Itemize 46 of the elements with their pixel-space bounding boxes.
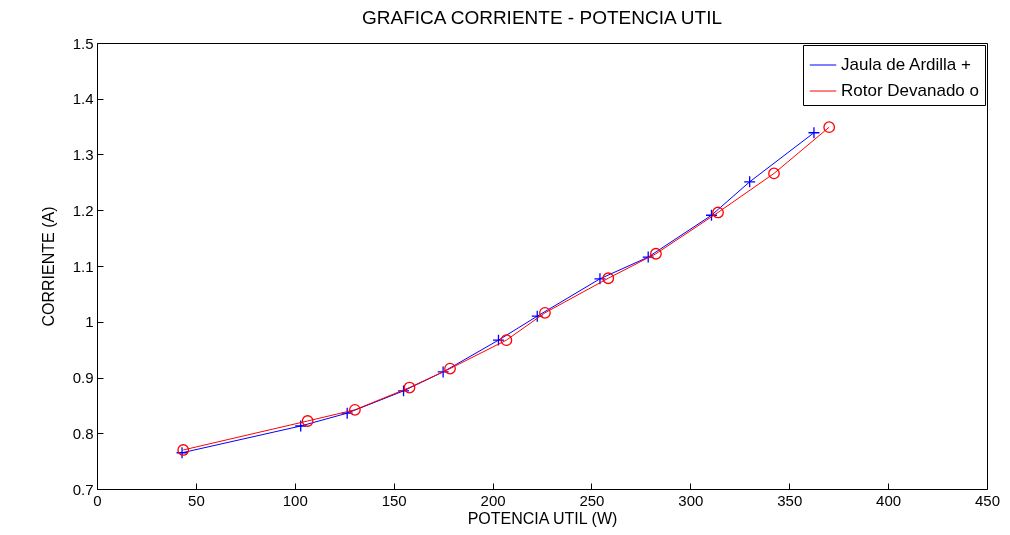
- point: [823, 121, 836, 134]
- y-tick-label: 1.2: [72, 201, 94, 219]
- x-tick-label: 0: [93, 491, 102, 509]
- y-tick-label: 0.8: [72, 424, 94, 442]
- point: [403, 381, 416, 394]
- point: [301, 415, 314, 427]
- legend-label: Rotor Devanado o: [841, 81, 979, 100]
- x-tick-label: 250: [579, 491, 605, 509]
- point: [436, 365, 450, 379]
- point: [492, 334, 505, 347]
- point: [807, 126, 821, 139]
- x-tick-label: 300: [678, 491, 704, 509]
- y-tick-label: 1.1: [72, 257, 94, 275]
- y-tick-label: 1: [85, 313, 94, 331]
- x-tick-label: 400: [876, 491, 902, 509]
- y-tick-label: 0.9: [72, 369, 94, 386]
- point: [602, 272, 615, 285]
- point: [444, 362, 456, 375]
- point: [712, 206, 724, 219]
- point: [294, 419, 307, 433]
- x-tick-label: 100: [282, 491, 308, 509]
- y-tick-label: 1.5: [72, 34, 94, 52]
- y-axis-title: CORRIENTE (A): [39, 206, 57, 327]
- y-tick-label: 1.4: [72, 90, 94, 108]
- y-tick-label: 1.3: [72, 146, 94, 163]
- x-tick-label: 150: [381, 491, 407, 509]
- legend-label: Jaula de Ardilla +: [841, 55, 972, 74]
- x-tick-label: 350: [777, 491, 803, 509]
- point: [531, 310, 544, 323]
- point: [539, 306, 551, 319]
- x-tick-label: 50: [188, 491, 205, 509]
- point: [768, 167, 780, 180]
- point: [705, 209, 718, 222]
- x-tick-label: 200: [480, 491, 506, 509]
- x-tick-label: 450: [974, 491, 1001, 509]
- point: [341, 407, 354, 420]
- chart-title: GRAFICA CORRIENTE - POTENCIA UTIL: [362, 7, 722, 28]
- x-axis-title: POTENCIA UTIL (W): [467, 509, 618, 527]
- point: [743, 175, 756, 188]
- point: [500, 334, 513, 347]
- point: [593, 272, 607, 285]
- y-tick-label: 0.7: [72, 480, 94, 498]
- point: [650, 247, 662, 260]
- point: [397, 384, 410, 398]
- point: [349, 403, 361, 416]
- point: [642, 250, 655, 264]
